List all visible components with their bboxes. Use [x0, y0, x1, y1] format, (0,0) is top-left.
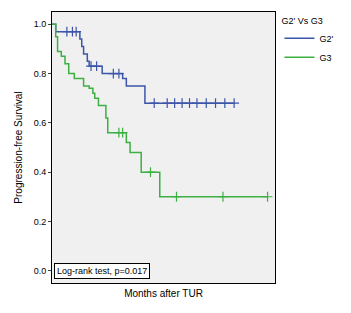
svg-text:G3: G3: [319, 53, 331, 63]
svg-text:Log-rank test, p=0.017: Log-rank test, p=0.017: [57, 266, 147, 276]
svg-text:G2' Vs G3: G2' Vs G3: [281, 16, 322, 26]
svg-text:1.0: 1.0: [34, 19, 47, 29]
svg-text:0.6: 0.6: [34, 118, 47, 128]
svg-text:G2': G2': [319, 34, 333, 44]
svg-text:Months after TUR: Months after TUR: [124, 288, 203, 299]
svg-text:0.8: 0.8: [34, 69, 47, 79]
svg-text:0.2: 0.2: [34, 217, 47, 227]
svg-text:0.0: 0.0: [34, 266, 47, 276]
svg-text:0.4: 0.4: [34, 167, 47, 177]
svg-text:Progression-free Survival: Progression-free Survival: [13, 91, 24, 203]
